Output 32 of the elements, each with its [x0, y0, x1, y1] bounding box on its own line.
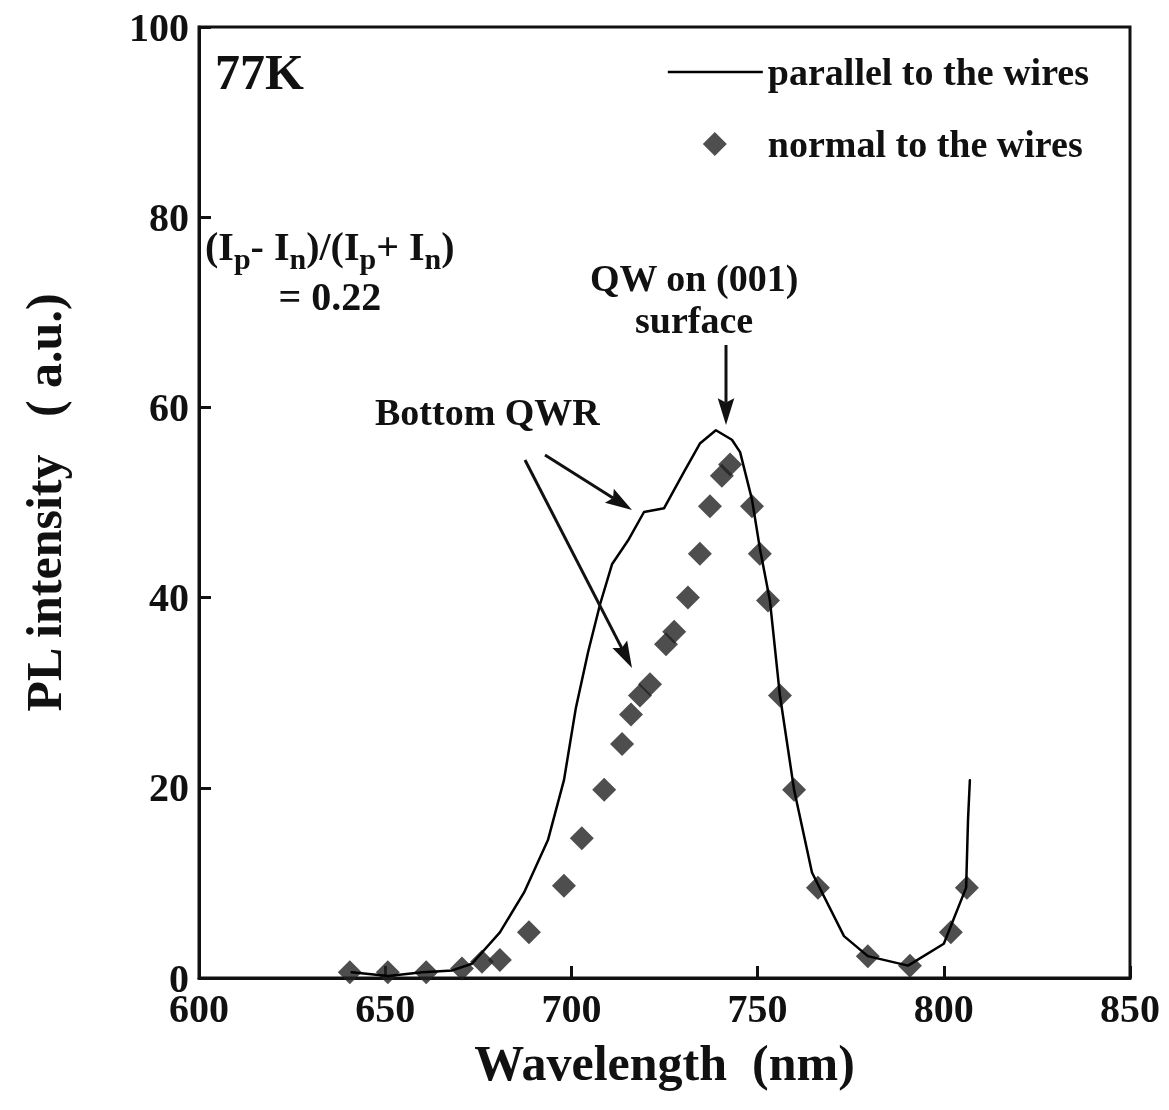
point — [662, 619, 687, 644]
point — [618, 702, 643, 727]
x-tick-label: 800 — [913, 985, 974, 1031]
y-tick-label: 60 — [149, 384, 189, 430]
x-tick-label: 700 — [541, 985, 602, 1031]
point — [637, 672, 662, 697]
x-tick-label: 650 — [355, 985, 416, 1031]
text: (I$_{p}$- I$_{n}$)/(I$_{p}$+ I$_{n}$) = 0.22 — [205, 224, 455, 319]
point — [337, 960, 362, 985]
point — [516, 920, 541, 945]
point — [675, 585, 700, 610]
point — [592, 777, 617, 802]
y-tick-label: 80 — [149, 194, 189, 240]
annotation: QW on (001) surface — [590, 257, 799, 342]
legend-label: normal to the wires — [767, 123, 1083, 165]
y-tick-label: 100 — [129, 4, 189, 50]
point — [718, 452, 743, 477]
y-tick-label: 40 — [149, 575, 189, 621]
point — [569, 826, 594, 851]
y-tick-label: 20 — [149, 765, 189, 811]
annotation: 77K — [215, 44, 304, 100]
y-axis-title: PL intensity ( a.u.) — [16, 293, 72, 712]
point — [687, 541, 712, 566]
point — [610, 732, 635, 757]
point — [697, 494, 722, 519]
legend-label: parallel to the wires — [767, 51, 1090, 93]
point — [487, 947, 512, 972]
point — [551, 873, 576, 898]
x-tick-label: 850 — [1100, 985, 1160, 1031]
x-axis-title: Wavelength (nm) — [474, 1035, 855, 1091]
annotation: Bottom QWR — [375, 391, 600, 434]
x-tick-label: 750 — [727, 985, 788, 1031]
